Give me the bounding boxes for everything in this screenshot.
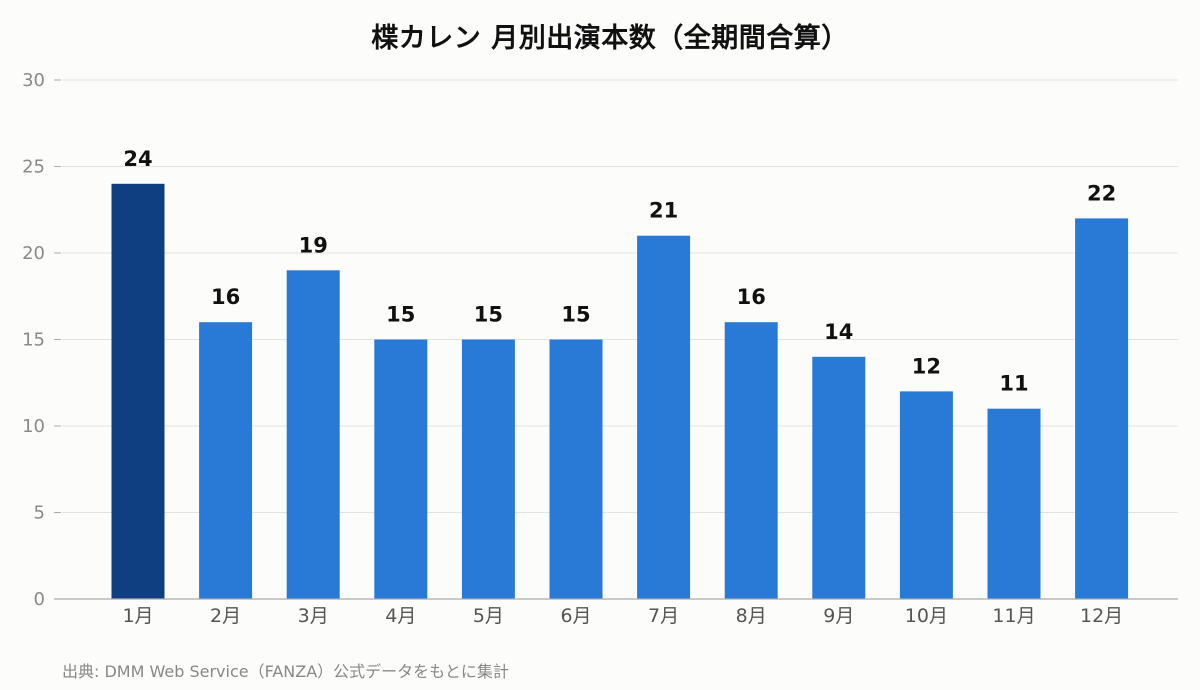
bar-1月 xyxy=(111,183,165,600)
value-labels: 24 16 19 15 15 15 21 16 14 12 11 22 xyxy=(123,147,1116,396)
bar-8月 xyxy=(724,322,778,599)
bar-10月 xyxy=(899,391,953,599)
bars xyxy=(111,183,1129,600)
value-label-8月: 16 xyxy=(737,285,766,309)
x-tick-label-1月: 1月 xyxy=(122,605,153,627)
x-tick-label-2月: 2月 xyxy=(210,605,241,627)
y-tick-label-20: 20 xyxy=(22,243,45,264)
bar-9月 xyxy=(812,356,866,599)
source-note: 出典: DMM Web Service（FANZA）公式データをもとに集計 xyxy=(62,662,509,681)
bar-5月 xyxy=(461,339,515,599)
x-tick-label-9月: 9月 xyxy=(823,605,854,627)
x-tick-label-6月: 6月 xyxy=(560,605,591,627)
value-label-1月: 24 xyxy=(123,147,152,171)
chart-title: 楪カレン 月別出演本数（全期間合算） xyxy=(371,23,849,54)
value-label-9月: 14 xyxy=(824,320,853,344)
x-tick-label-11月: 11月 xyxy=(992,605,1035,627)
value-label-6月: 15 xyxy=(561,303,590,327)
value-label-12月: 22 xyxy=(1087,181,1116,205)
y-tick-label-15: 15 xyxy=(22,330,45,351)
bar-2月 xyxy=(199,322,253,599)
value-label-5月: 15 xyxy=(474,303,503,327)
value-label-2月: 16 xyxy=(211,285,240,309)
x-tick-label-7月: 7月 xyxy=(648,605,679,627)
y-tick-label-0: 0 xyxy=(34,589,45,610)
value-label-7月: 21 xyxy=(649,199,678,223)
bar-4月 xyxy=(374,339,428,599)
x-tick-label-4月: 4月 xyxy=(385,605,416,627)
bar-7月 xyxy=(637,235,691,599)
y-tick-label-30: 30 xyxy=(22,70,45,91)
x-tick-label-12月: 12月 xyxy=(1080,605,1123,627)
x-tick-label-5月: 5月 xyxy=(473,605,504,627)
axes: 0 5 10 15 20 25 30 1月 2月 3月 4月 5月 6月 7月 8月 9月 10月 11月 12月 xyxy=(22,70,1178,627)
bar-6月 xyxy=(549,339,603,599)
x-tick-label-3月: 3月 xyxy=(298,605,329,627)
y-tick-label-10: 10 xyxy=(22,416,45,437)
value-label-11月: 11 xyxy=(999,372,1028,396)
value-label-4月: 15 xyxy=(386,303,415,327)
value-label-3月: 19 xyxy=(299,233,328,257)
bar-3月 xyxy=(286,270,340,599)
x-tick-label-8月: 8月 xyxy=(736,605,767,627)
bar-11月 xyxy=(987,408,1041,599)
bar-12月 xyxy=(1075,218,1129,599)
x-tick-label-10月: 10月 xyxy=(905,605,948,627)
value-label-10月: 12 xyxy=(912,354,941,378)
y-tick-label-25: 25 xyxy=(22,157,45,178)
y-tick-label-5: 5 xyxy=(34,503,45,524)
